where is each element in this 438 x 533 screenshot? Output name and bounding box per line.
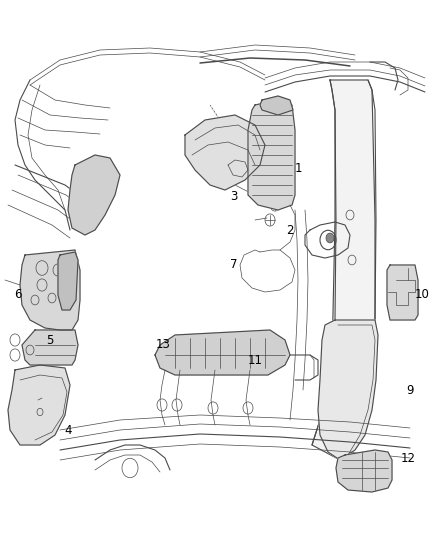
Polygon shape <box>312 80 375 460</box>
Polygon shape <box>318 320 378 460</box>
Text: 7: 7 <box>230 259 238 271</box>
Text: 11: 11 <box>247 353 262 367</box>
Polygon shape <box>68 155 120 235</box>
Text: 6: 6 <box>14 288 22 302</box>
Text: 1: 1 <box>294 161 302 174</box>
Text: 5: 5 <box>46 334 54 346</box>
Polygon shape <box>22 330 78 365</box>
Polygon shape <box>387 265 418 320</box>
Text: 2: 2 <box>286 223 294 237</box>
Polygon shape <box>8 365 70 445</box>
Polygon shape <box>336 450 392 492</box>
Polygon shape <box>58 252 78 310</box>
Circle shape <box>326 233 334 243</box>
Polygon shape <box>155 330 290 375</box>
Text: 4: 4 <box>64 424 72 437</box>
Text: 13: 13 <box>155 338 170 351</box>
Text: 9: 9 <box>406 384 414 397</box>
Text: 3: 3 <box>230 190 238 204</box>
Polygon shape <box>248 100 295 210</box>
Polygon shape <box>20 250 80 330</box>
Polygon shape <box>260 96 293 115</box>
Text: 12: 12 <box>400 451 416 464</box>
Text: 10: 10 <box>414 288 429 302</box>
Polygon shape <box>185 115 265 190</box>
